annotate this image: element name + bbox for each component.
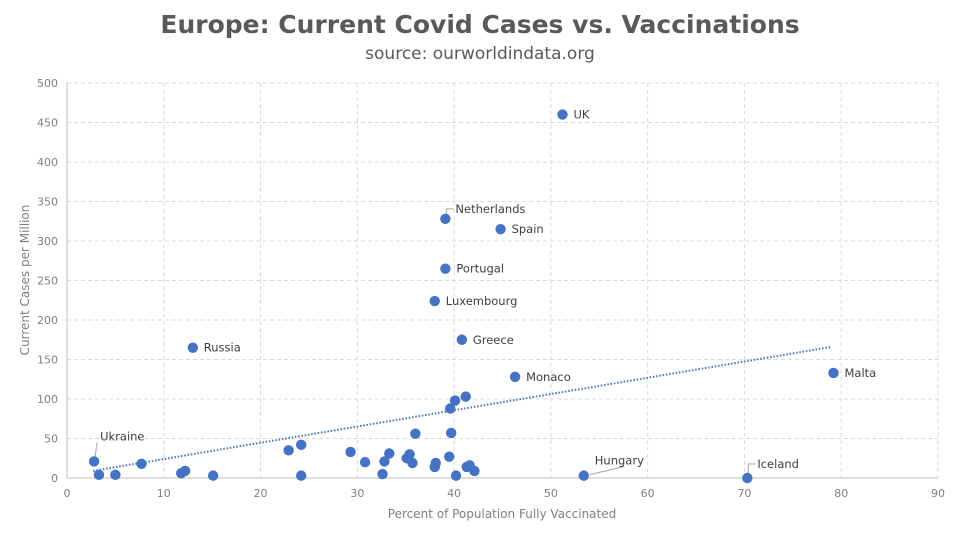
data-point — [283, 445, 294, 456]
data-point — [136, 458, 147, 469]
label-leader-line — [589, 466, 624, 476]
data-point — [377, 468, 388, 480]
data-point — [429, 295, 440, 307]
data-point — [296, 470, 307, 481]
data-point — [410, 428, 421, 439]
x-tick-label: 60 — [641, 487, 655, 500]
point-labels: UK Netherlands Spain Portugal Luxembourg Gree… — [94, 108, 876, 476]
x-tick-label: 70 — [737, 487, 751, 500]
data-point — [296, 439, 307, 451]
data-point — [179, 465, 191, 477]
data-points — [88, 109, 839, 484]
point-label: UK — [574, 108, 590, 122]
trendline — [92, 345, 832, 472]
point-label: Netherlands — [455, 202, 525, 216]
point-label: Spain — [512, 222, 544, 236]
chart-title: Europe: Current Covid Cases vs. Vaccinat… — [160, 10, 800, 39]
x-tick-label: 50 — [544, 487, 558, 500]
point-label: Monaco — [526, 370, 571, 384]
data-point — [440, 263, 451, 274]
data-point — [407, 457, 418, 469]
data-point — [469, 465, 480, 477]
x-axis-label: Percent of Population Fully Vaccinated — [388, 507, 616, 521]
trendline-group — [92, 345, 832, 472]
x-tick-label: 10 — [157, 487, 171, 500]
data-point — [445, 403, 456, 414]
label-leader-line — [94, 442, 98, 457]
label-leader-line — [445, 208, 454, 214]
y-tick-label: 0 — [51, 472, 58, 485]
point-label: Greece — [473, 333, 514, 347]
y-tick-label: 450 — [37, 117, 58, 130]
x-tick-label: 90 — [931, 487, 945, 500]
point-label: Luxembourg — [446, 294, 518, 308]
point-label: Hungary — [595, 454, 644, 468]
data-point — [495, 223, 506, 235]
data-point — [557, 109, 568, 120]
data-point — [110, 469, 121, 481]
y-tick-label: 50 — [44, 433, 58, 446]
data-point — [509, 371, 521, 383]
y-tick-label: 150 — [37, 354, 58, 367]
point-label: Ukraine — [100, 429, 144, 443]
data-point — [345, 446, 356, 458]
tick-labels: 0 50 100 150 200 250 300 350 400 450 500 0 10 20 30 40 5… — [37, 77, 945, 500]
point-label: Portugal — [456, 262, 504, 276]
data-point — [384, 448, 395, 459]
x-tick-label: 30 — [350, 487, 364, 500]
x-tick-label: 20 — [254, 487, 268, 500]
data-point — [359, 457, 371, 468]
y-tick-label: 250 — [37, 275, 58, 288]
data-point — [207, 470, 219, 481]
chart-subtitle: source: ourworldindata.org — [365, 44, 595, 64]
data-point — [404, 449, 415, 460]
point-label: Malta — [844, 366, 876, 380]
point-label: Russia — [204, 341, 241, 355]
y-axis-label: Current Cases per Million — [18, 205, 32, 356]
data-point — [187, 342, 199, 353]
y-tick-label: 400 — [37, 156, 58, 169]
y-tick-label: 100 — [37, 393, 58, 406]
data-point — [828, 367, 839, 379]
data-point — [93, 469, 105, 481]
y-tick-label: 200 — [37, 314, 58, 327]
data-point — [742, 472, 753, 484]
y-tick-label: 350 — [37, 196, 58, 209]
y-tick-label: 300 — [37, 235, 58, 248]
x-tick-label: 80 — [834, 487, 848, 500]
data-point — [379, 456, 390, 467]
x-tick-label: 40 — [447, 487, 461, 500]
label-leader-line — [747, 463, 756, 473]
data-point — [446, 427, 457, 439]
point-label: Iceland — [757, 457, 799, 471]
data-point — [460, 391, 471, 402]
gridlines — [67, 82, 939, 478]
data-point — [449, 395, 461, 406]
data-point — [444, 451, 455, 462]
y-tick-label: 500 — [37, 77, 58, 90]
data-point — [450, 470, 462, 481]
data-point — [440, 213, 451, 225]
data-point — [430, 457, 441, 469]
data-point — [456, 334, 468, 345]
data-point — [88, 456, 100, 467]
data-point — [578, 470, 589, 481]
x-tick-label: 0 — [64, 487, 71, 500]
